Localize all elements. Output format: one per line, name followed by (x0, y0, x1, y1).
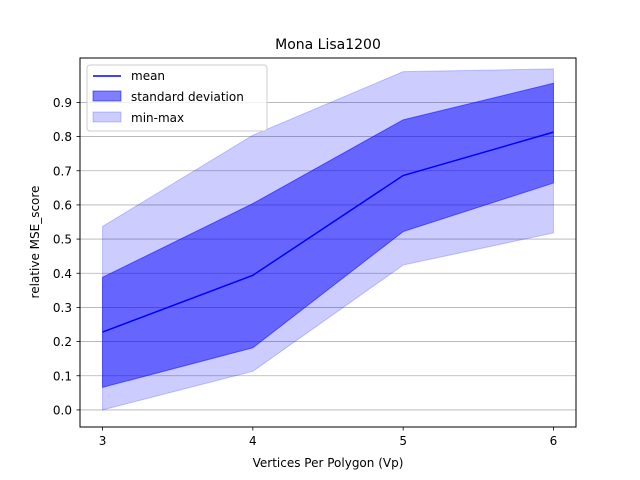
band-standard-deviation (102, 82, 554, 389)
y-axis: 0.0 0.1 0.2 0.3 0.4 0.5 0.6 0.7 0.8 0.9 (53, 96, 80, 417)
y-tick-label-5: 0.5 (53, 233, 72, 247)
y-tick-label-2: 0.2 (53, 335, 72, 349)
legend-label-standard-deviation: standard deviation (131, 90, 244, 104)
line-mean (102, 131, 554, 333)
y-tick-label-9: 0.9 (53, 96, 72, 110)
x-axis: 3 4 5 6 (99, 427, 558, 448)
y-tick-label-3: 0.3 (53, 301, 72, 315)
plot-frame (79, 57, 577, 428)
y-tick-label-6: 0.6 (53, 198, 72, 212)
x-tick-label-3: 6 (550, 434, 558, 448)
legend-swatch-min-max (92, 111, 122, 123)
legend-swatch-standard-deviation (92, 90, 122, 102)
series-lines (102, 131, 554, 333)
y-tick-label-4: 0.4 (53, 267, 72, 281)
x-tick-label-1: 4 (249, 434, 257, 448)
x-tick-label-0: 3 (99, 434, 107, 448)
legend-label-mean: mean (131, 69, 165, 83)
bands (102, 68, 554, 411)
y-tick-label-8: 0.8 (53, 130, 72, 144)
legend-label-min-max: min-max (131, 111, 184, 125)
y-tick-label-1: 0.1 (53, 369, 72, 383)
legend: mean standard deviation min-max (86, 64, 268, 132)
y-tick-label-0: 0.0 (53, 403, 72, 417)
y-axis-label: relative MSE_score (28, 186, 42, 299)
y-tick-label-7: 0.7 (53, 164, 72, 178)
chart-title: Mona Lisa1200 (275, 37, 381, 53)
x-axis-label: Vertices Per Polygon (Vp) (253, 456, 404, 470)
legend-frame (86, 64, 268, 132)
x-tick-label-2: 5 (399, 434, 407, 448)
